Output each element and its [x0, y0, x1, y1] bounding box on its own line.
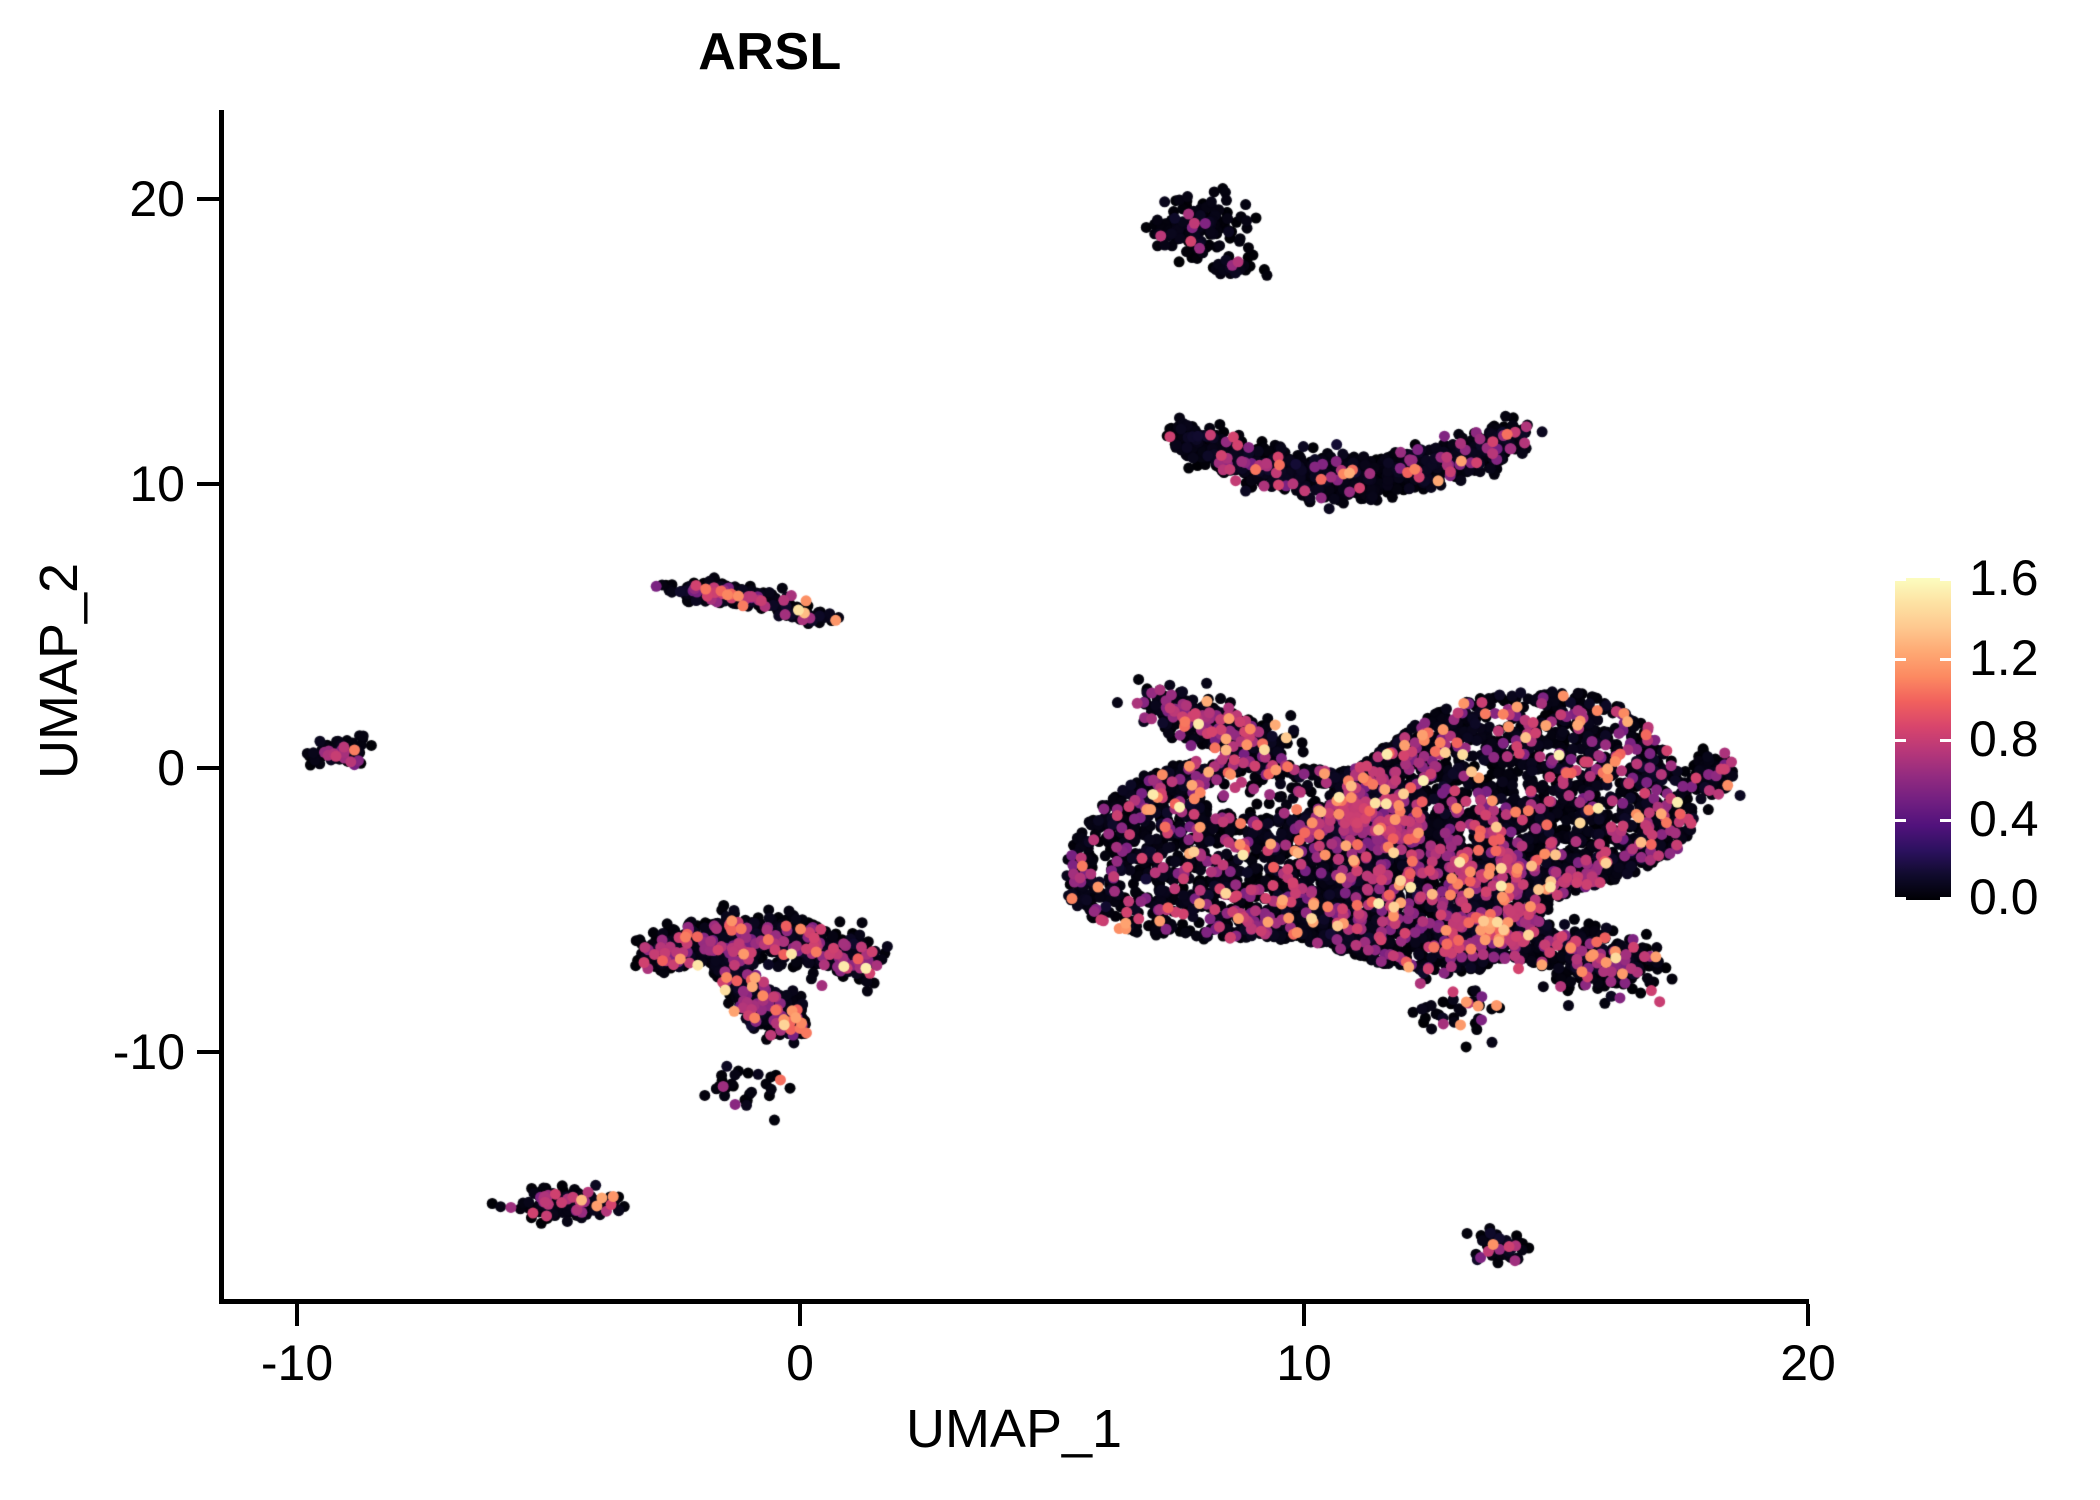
colorbar-tick-label: 0.0 [1969, 869, 2039, 925]
x-tick-mark [1302, 1304, 1306, 1326]
colorbar-tick-label: 0.4 [1969, 791, 2039, 847]
y-tick-label: 20 [129, 171, 185, 227]
colorbar-tick-label: 1.2 [1969, 630, 2039, 686]
y-tick-mark [197, 766, 219, 770]
colorbar-tick [1940, 658, 1951, 661]
page-title: ARSL [698, 23, 842, 81]
colorbar-tick [1895, 658, 1906, 661]
y-tick-mark [197, 482, 219, 486]
y-tick-mark [197, 1050, 219, 1054]
colorbar-tick [1895, 578, 1906, 581]
scatter-layer [222, 110, 1807, 1302]
colorbar-tick [1940, 739, 1951, 742]
colorbar-tick [1895, 819, 1906, 822]
colorbar-tick [1940, 578, 1951, 581]
colorbar: 1.6 1.2 0.8 0.4 0.0 [1895, 550, 2039, 925]
x-tick-mark [295, 1304, 299, 1326]
colorbar-tick-label: 1.6 [1969, 550, 2039, 606]
y-axis-line [219, 110, 224, 1304]
x-tick-label: 10 [1276, 1335, 1332, 1391]
scatter-canvas [222, 110, 1807, 1302]
x-tick-label: 20 [1780, 1335, 1836, 1391]
y-axis-label: UMAP_2 [29, 562, 89, 780]
colorbar-tick [1940, 819, 1951, 822]
y-tick-label: 10 [129, 456, 185, 512]
colorbar-tick [1940, 897, 1951, 900]
colorbar-tick [1895, 897, 1906, 900]
plot-panel [222, 110, 1807, 1302]
x-tick-mark [1806, 1304, 1810, 1326]
y-tick-label: -10 [112, 1024, 185, 1080]
y-tick-label: 0 [157, 740, 185, 796]
x-axis-label: UMAP_1 [905, 1399, 1123, 1459]
colorbar-tick [1895, 739, 1906, 742]
colorbar-tick-label: 0.8 [1969, 711, 2039, 767]
y-tick-mark [197, 197, 219, 201]
x-tick-label: 0 [786, 1335, 814, 1391]
x-tick-mark [798, 1304, 802, 1326]
x-tick-label: -10 [260, 1335, 334, 1391]
